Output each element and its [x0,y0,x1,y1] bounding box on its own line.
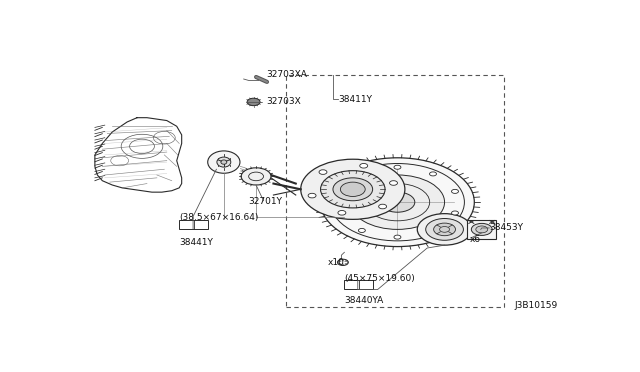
Circle shape [360,163,367,168]
Text: 38453Y: 38453Y [489,224,524,232]
Bar [467,219,496,239]
Ellipse shape [217,157,231,167]
Circle shape [394,165,401,169]
Text: x6: x6 [469,235,481,244]
Circle shape [451,189,458,193]
Circle shape [426,218,463,240]
Circle shape [429,172,436,176]
Circle shape [358,228,365,232]
Circle shape [321,171,385,208]
Circle shape [451,211,458,215]
Circle shape [338,211,346,215]
Circle shape [301,159,405,219]
Circle shape [350,175,445,230]
Circle shape [319,170,327,174]
Text: 32703XA: 32703XA [266,70,307,79]
Text: 32701Y: 32701Y [249,197,283,206]
Bar [344,280,373,289]
Text: 38441Y: 38441Y [179,238,213,247]
Text: 38411Y: 38411Y [338,94,372,103]
Circle shape [337,259,348,266]
Circle shape [390,181,397,185]
Ellipse shape [208,151,240,173]
Circle shape [308,193,316,198]
Bar [286,75,504,307]
Ellipse shape [221,160,227,164]
Text: 38440YA: 38440YA [344,296,383,305]
Circle shape [434,223,456,236]
Bar [179,220,208,229]
Circle shape [476,226,488,233]
Text: 32703X: 32703X [266,97,301,106]
Circle shape [394,235,401,239]
Circle shape [471,223,492,235]
Circle shape [417,214,472,245]
Text: x10: x10 [328,258,345,267]
Circle shape [380,192,415,212]
Circle shape [337,189,344,193]
Circle shape [321,158,474,247]
Circle shape [247,98,260,106]
Text: (45×75×19.60): (45×75×19.60) [344,275,415,283]
Circle shape [337,211,344,215]
Circle shape [429,228,436,232]
Circle shape [358,172,365,176]
Circle shape [333,178,372,201]
Text: (38.5×67×16.64): (38.5×67×16.64) [179,214,259,222]
Circle shape [340,182,365,196]
Circle shape [379,204,387,209]
Text: J3B10159: J3B10159 [514,301,557,310]
Circle shape [241,168,271,185]
